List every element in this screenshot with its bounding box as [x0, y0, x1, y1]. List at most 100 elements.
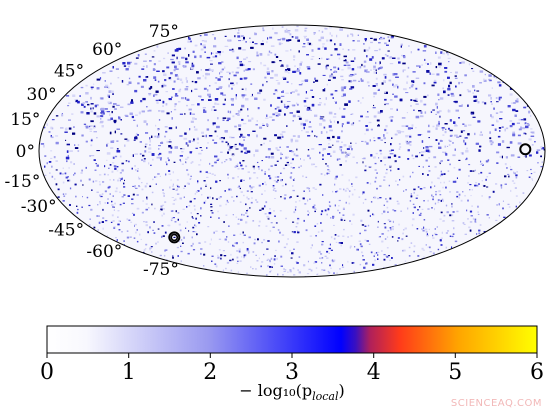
- speckle: [196, 137, 199, 141]
- speckle: [321, 241, 324, 243]
- speckle: [55, 115, 59, 117]
- speckle: [360, 219, 363, 222]
- speckle: [79, 95, 81, 97]
- speckle: [190, 67, 194, 70]
- speckle: [330, 217, 332, 219]
- speckle: [422, 249, 425, 251]
- speckle: [178, 47, 182, 50]
- speckle: [50, 157, 53, 159]
- speckle: [132, 154, 134, 157]
- speckle: [119, 172, 122, 174]
- speckle: [393, 210, 397, 212]
- speckle: [435, 234, 438, 236]
- speckle: [319, 257, 321, 259]
- speckle: [202, 75, 204, 77]
- lat-label-minus-15: -15°: [5, 172, 41, 192]
- speckle: [251, 197, 253, 199]
- speckle: [438, 120, 440, 124]
- speckle: [422, 173, 424, 175]
- speckle: [257, 161, 259, 163]
- speckle: [287, 30, 291, 32]
- speckle: [437, 248, 440, 251]
- speckle: [250, 96, 254, 97]
- speckle: [240, 164, 243, 167]
- speckle: [269, 208, 271, 210]
- speckle: [377, 111, 382, 114]
- speckle: [303, 105, 308, 107]
- speckle: [365, 39, 367, 42]
- speckle: [301, 83, 303, 85]
- speckle: [392, 73, 395, 76]
- speckle: [269, 177, 272, 180]
- speckle: [274, 108, 277, 110]
- speckle: [104, 190, 107, 193]
- speckle: [237, 223, 240, 225]
- speckle: [196, 213, 199, 215]
- speckle: [107, 186, 110, 189]
- speckle: [504, 163, 507, 166]
- speckle: [231, 103, 234, 106]
- speckle: [464, 233, 467, 235]
- speckle: [374, 50, 378, 52]
- speckle: [361, 158, 365, 160]
- speckle: [246, 249, 249, 252]
- speckle: [302, 46, 306, 48]
- speckle: [143, 221, 145, 223]
- speckle: [198, 152, 202, 155]
- speckle: [178, 186, 180, 188]
- speckle: [55, 135, 59, 137]
- speckle: [428, 228, 430, 231]
- speckle: [387, 211, 389, 213]
- speckle: [164, 79, 167, 82]
- speckle: [123, 240, 125, 242]
- speckle: [157, 173, 160, 175]
- speckle: [416, 194, 419, 196]
- speckle: [262, 40, 264, 42]
- speckle: [292, 135, 296, 137]
- speckle: [493, 75, 496, 78]
- speckle: [390, 169, 392, 172]
- speckle: [440, 170, 442, 173]
- speckle: [171, 185, 174, 187]
- speckle: [290, 138, 293, 142]
- speckle: [233, 245, 235, 247]
- speckle: [316, 223, 319, 225]
- speckle: [384, 128, 387, 132]
- speckle: [202, 44, 206, 47]
- speckle: [415, 115, 420, 119]
- speckle: [480, 171, 483, 174]
- speckle: [303, 126, 305, 130]
- speckle: [488, 197, 490, 200]
- speckle: [394, 133, 398, 136]
- speckle: [261, 193, 263, 195]
- speckle: [373, 137, 375, 139]
- speckle: [223, 221, 225, 223]
- speckle: [322, 194, 324, 196]
- speckle: [108, 101, 112, 105]
- speckle: [168, 173, 171, 175]
- speckle: [425, 62, 427, 65]
- speckle: [330, 155, 332, 157]
- speckle: [242, 49, 246, 51]
- speckle: [285, 69, 287, 71]
- speckle: [269, 266, 272, 268]
- speckle: [227, 173, 229, 176]
- speckle: [420, 99, 423, 103]
- speckle: [433, 81, 437, 84]
- speckle: [410, 85, 414, 88]
- speckle: [179, 113, 183, 115]
- speckle: [99, 122, 103, 124]
- speckle: [65, 193, 67, 195]
- speckle: [181, 56, 185, 59]
- speckle: [444, 145, 447, 148]
- speckle: [497, 143, 501, 146]
- speckle: [468, 63, 470, 66]
- speckle: [467, 124, 472, 126]
- speckle: [266, 114, 268, 117]
- speckle: [330, 93, 334, 96]
- speckle: [274, 53, 277, 56]
- speckle: [427, 130, 431, 133]
- speckle: [253, 154, 255, 157]
- speckle: [438, 190, 441, 193]
- speckle: [380, 36, 383, 39]
